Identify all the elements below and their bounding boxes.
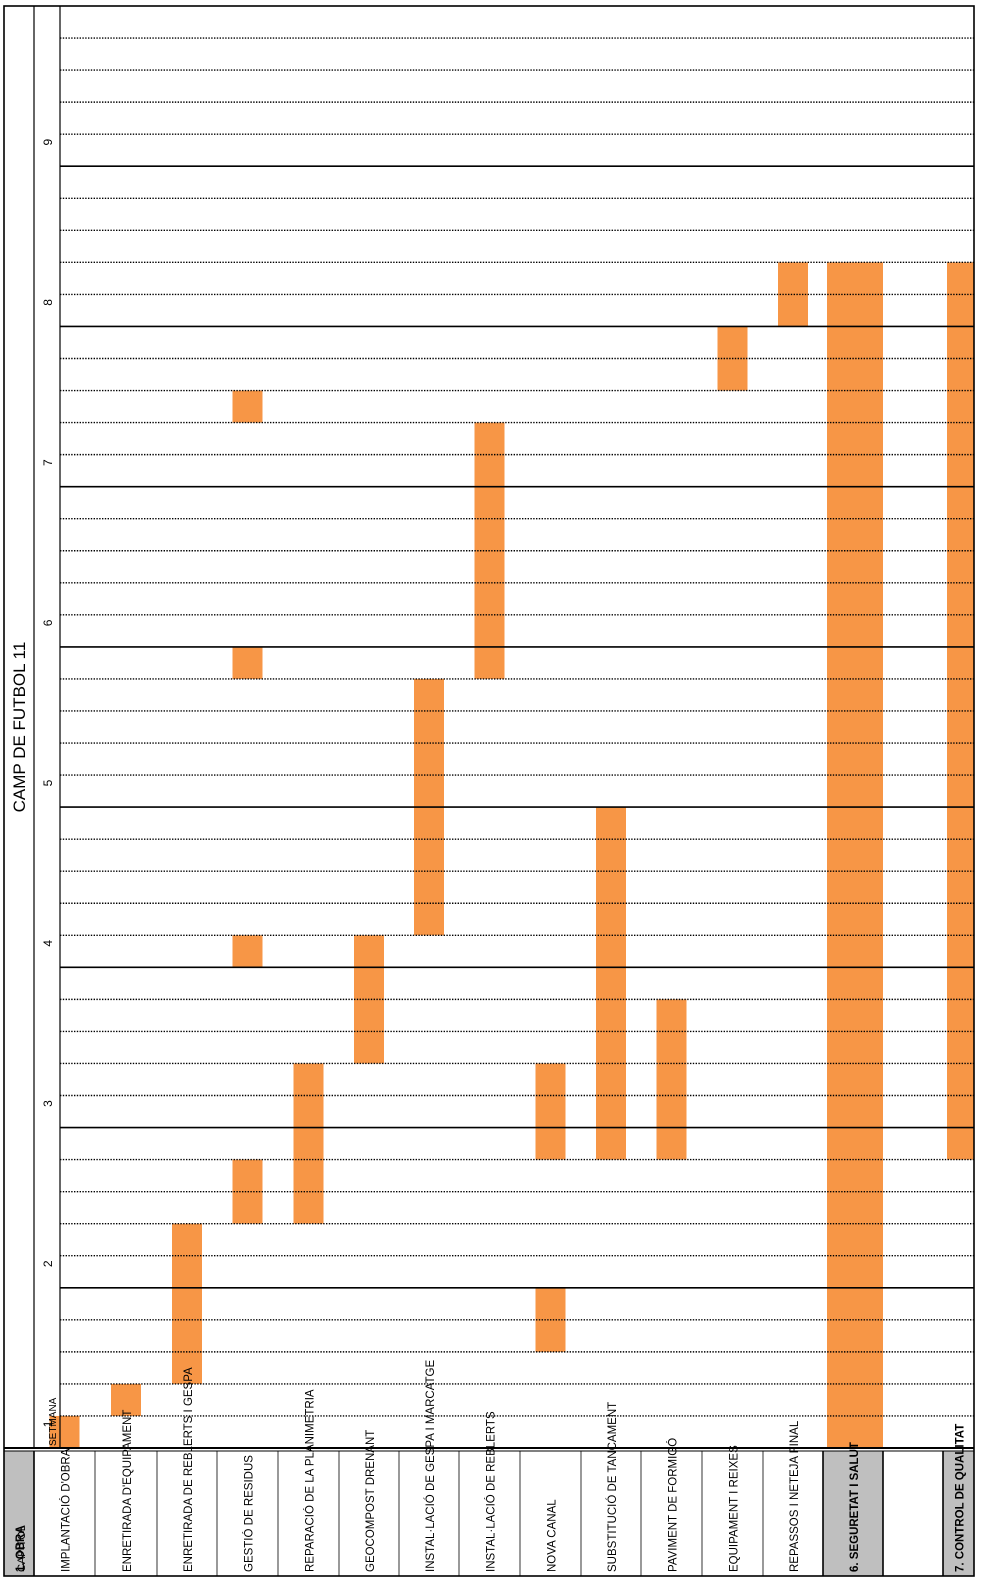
task-bar xyxy=(172,1223,202,1384)
task-bar xyxy=(232,646,263,679)
task-label: PAVIMENT DE FORMIGÓ xyxy=(667,1438,680,1572)
chapter-cell xyxy=(943,1451,974,1576)
week-number: 6 xyxy=(41,619,55,626)
week-number: 3 xyxy=(41,1100,55,1107)
task-label: GESTIÓ DE RESIDUS xyxy=(243,1455,256,1572)
task-bar xyxy=(49,1415,80,1448)
task-bar xyxy=(232,935,263,968)
task-label: INSTAL·LACIÓ DE REBLERTS xyxy=(485,1411,498,1572)
task-bar xyxy=(232,390,263,423)
task-bar xyxy=(293,1063,324,1224)
week-number: 2 xyxy=(41,1260,55,1267)
task-bar xyxy=(596,807,626,1160)
task-label: IMPLANTACIÓ D'OBRA xyxy=(60,1448,73,1572)
chart-frame xyxy=(3,5,975,1577)
week-number: 8 xyxy=(41,299,55,306)
task-label: INSTAL·LACIÓ DE GESPA I MARCATGE xyxy=(424,1360,437,1572)
chart-title: CAMP DE FUTBOL 11 xyxy=(10,642,29,813)
week-number: 5 xyxy=(41,779,55,786)
task-label: EQUIPAMENT I REIXES xyxy=(729,1445,741,1572)
chapter-fills xyxy=(4,1451,974,1576)
chapter-label: 1. OBRA xyxy=(15,1525,27,1572)
chapter-cell xyxy=(823,1451,883,1576)
week-axis-label: SETMANA xyxy=(48,1397,59,1446)
task-label: ENRETIRADA D'EQUIPAMENT xyxy=(122,1410,134,1572)
task-label: NOVA CANAL xyxy=(547,1499,559,1572)
task-label: GEOCOMPOST DRENANT xyxy=(365,1430,377,1572)
task-bar xyxy=(656,999,687,1160)
task-bar xyxy=(535,1063,566,1160)
chapter-label: 6. SEGURETAT I SALUT xyxy=(849,1442,861,1572)
chapter-cell xyxy=(4,1451,34,1576)
week-number: 9 xyxy=(41,139,55,146)
task-bar xyxy=(827,262,883,1448)
task-label: ENRETIRADA DE REBLERTS I GESPA xyxy=(183,1367,195,1572)
column-header: CAPÍTOL xyxy=(15,1525,28,1572)
task-label: REPARACIÓ DE LA PLANIMETRIA xyxy=(304,1389,317,1572)
chart-labels: CAMP DE FUTBOL 11 CAPÍTOL SETMANA 1 2 3 4 5 6… xyxy=(10,139,967,1572)
week-number: 1 xyxy=(41,1420,55,1427)
grid-lines xyxy=(3,5,975,1577)
task-bars xyxy=(49,262,974,1448)
task-label: SUBSTITUCIÓ DE TANCAMENT xyxy=(606,1402,619,1572)
week-number: 4 xyxy=(41,940,55,947)
week-number: 7 xyxy=(41,459,55,466)
chapter-label: 7. CONTROL DE QUALITAT xyxy=(955,1424,967,1572)
task-label: REPASSOS I NETEJA FINAL xyxy=(789,1420,801,1572)
task-bar xyxy=(111,1383,141,1416)
